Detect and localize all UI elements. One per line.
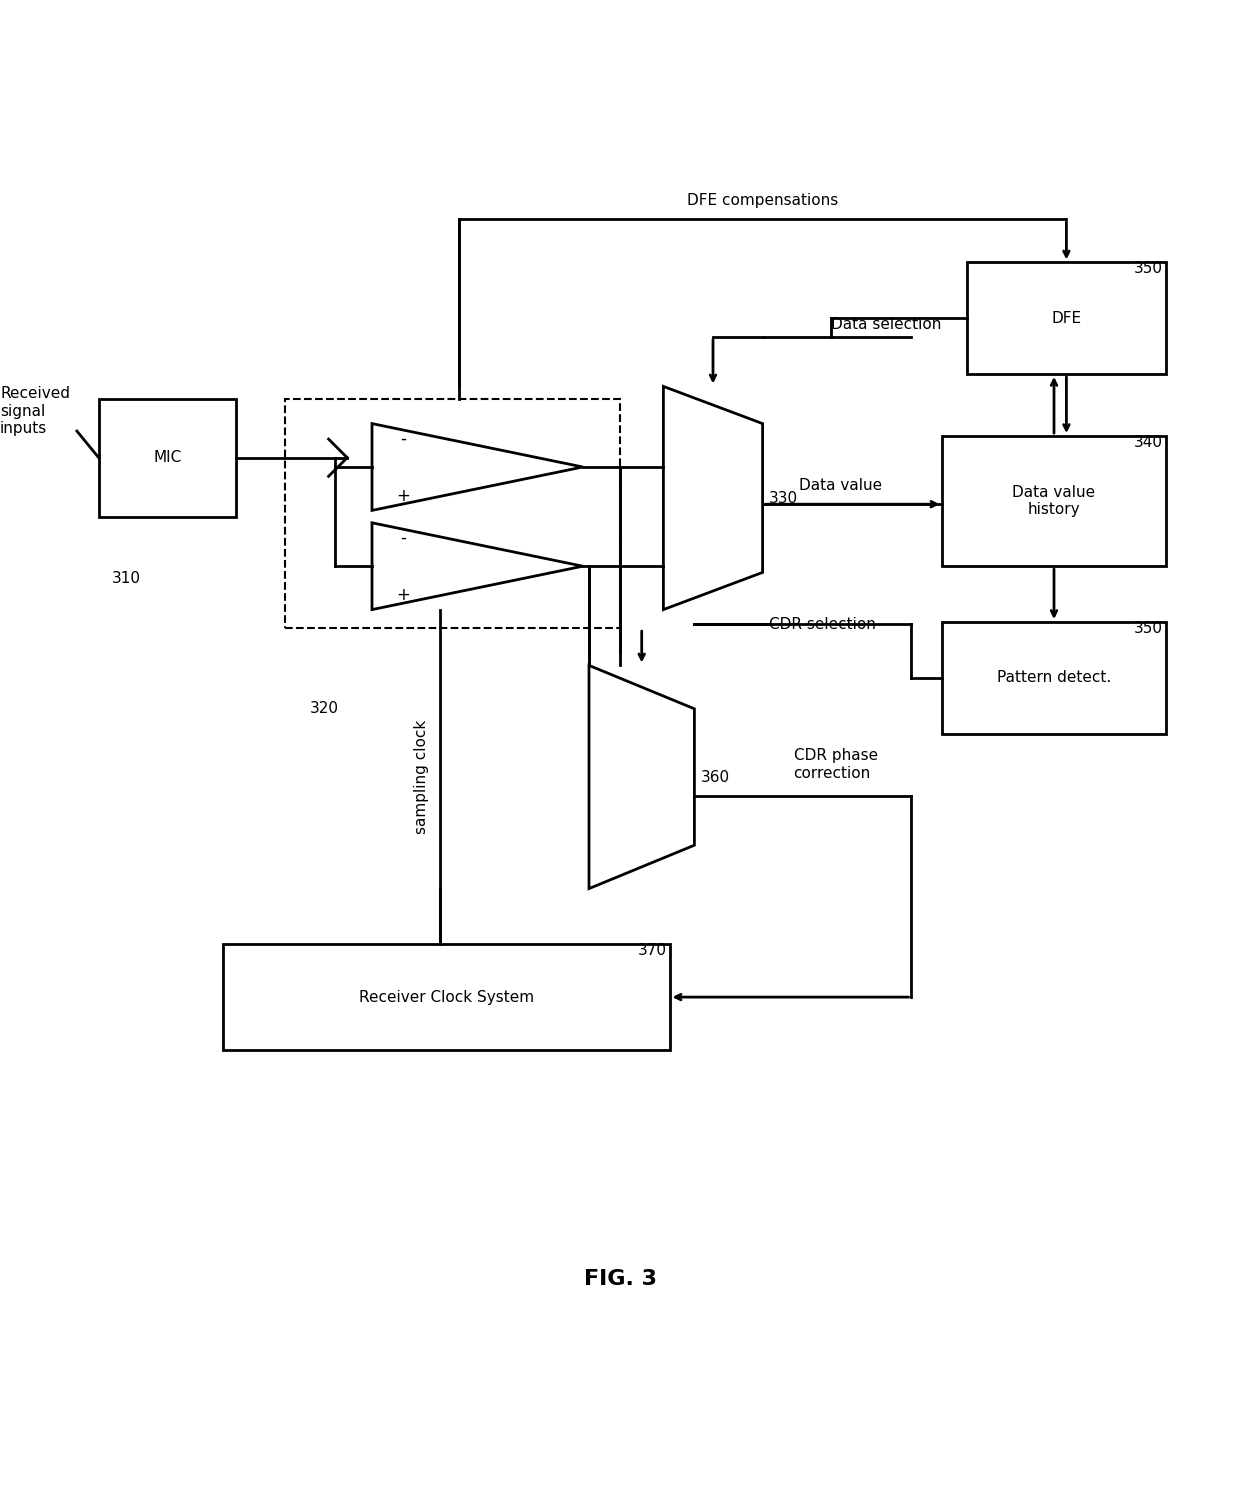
- Text: +: +: [396, 586, 410, 604]
- Text: 320: 320: [310, 701, 339, 716]
- Text: Data value: Data value: [799, 477, 882, 492]
- Text: -: -: [401, 430, 405, 448]
- Text: Data selection: Data selection: [831, 316, 941, 331]
- Text: CDR selection: CDR selection: [769, 618, 875, 633]
- Text: 360: 360: [701, 770, 729, 785]
- Text: MIC: MIC: [154, 451, 181, 466]
- Text: Receiver Clock System: Receiver Clock System: [358, 989, 534, 1004]
- Bar: [942, 622, 1166, 734]
- Text: 370: 370: [639, 943, 667, 958]
- Text: DFE: DFE: [1052, 310, 1081, 325]
- Text: sampling clock: sampling clock: [414, 719, 429, 834]
- Bar: [942, 436, 1166, 565]
- Text: 310: 310: [112, 571, 140, 586]
- Text: 350: 350: [1135, 261, 1163, 276]
- Text: -: -: [401, 528, 405, 546]
- Text: 340: 340: [1135, 434, 1163, 449]
- Text: Data value
history: Data value history: [1012, 485, 1096, 518]
- Text: 350: 350: [1135, 621, 1163, 636]
- Text: CDR phase
correction: CDR phase correction: [794, 749, 878, 780]
- Text: Pattern detect.: Pattern detect.: [997, 670, 1111, 685]
- Bar: [285, 398, 620, 628]
- Text: +: +: [396, 486, 410, 504]
- Bar: [99, 398, 236, 516]
- Bar: [223, 944, 670, 1050]
- Text: FIG. 3: FIG. 3: [584, 1270, 656, 1289]
- Bar: [967, 263, 1166, 374]
- Text: 330: 330: [769, 491, 797, 506]
- Text: DFE compensations: DFE compensations: [687, 192, 838, 207]
- Text: Received
signal
inputs: Received signal inputs: [0, 386, 69, 436]
